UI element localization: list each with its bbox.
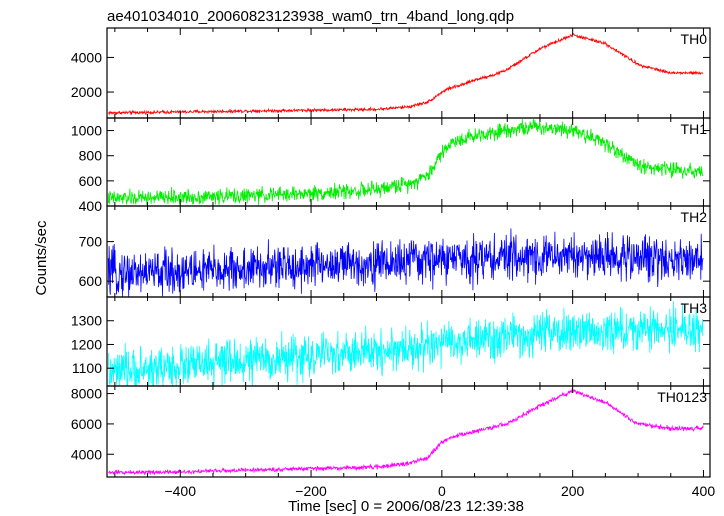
series-line-th0 bbox=[108, 33, 704, 116]
panel-th2: 600 700 TH2 bbox=[79, 205, 711, 298]
y-tick-label: 700 bbox=[79, 234, 103, 250]
series-line-th2 bbox=[107, 228, 704, 297]
series-line-th0123 bbox=[108, 387, 704, 476]
panel-th1: 400 600 800 1000 TH1 bbox=[71, 117, 711, 214]
panel-label: TH0123 bbox=[657, 389, 707, 405]
y-tick-label: 4000 bbox=[71, 446, 102, 462]
panel-th3: 1100 1200 1300 TH3 bbox=[71, 296, 711, 387]
y-tick-label: 1000 bbox=[71, 123, 102, 139]
panel-frame bbox=[106, 296, 711, 387]
x-tick-label: 400 bbox=[692, 483, 716, 499]
y-tick-label: 600 bbox=[79, 173, 103, 189]
panel-label: TH3 bbox=[681, 300, 708, 316]
y-tick-label: 600 bbox=[79, 273, 103, 289]
y-axis-label: Counts/sec bbox=[33, 220, 50, 296]
y-tick-label: 1100 bbox=[72, 360, 102, 376]
y-tick-label: 4000 bbox=[71, 49, 102, 65]
x-tick-label: 0 bbox=[438, 483, 446, 499]
panel-frame bbox=[106, 205, 711, 298]
panel-frame bbox=[106, 117, 711, 207]
panel-label: TH2 bbox=[681, 209, 708, 225]
x-axis-label: Time [sec] 0 = 2006/08/23 12:39:38 bbox=[288, 498, 524, 515]
series-line-th3 bbox=[107, 301, 704, 386]
y-tick-label: 8000 bbox=[71, 386, 102, 402]
panel-frame bbox=[106, 385, 711, 478]
y-tick-label: 800 bbox=[79, 148, 103, 164]
x-tick-label: −400 bbox=[164, 483, 196, 499]
y-tick-label: 6000 bbox=[71, 416, 102, 432]
y-tick-label: 400 bbox=[79, 198, 103, 214]
panel-th0123: 4000 6000 8000 TH0123 bbox=[71, 385, 711, 478]
panel-th0: 2000 4000 TH0 bbox=[71, 27, 711, 119]
x-tick-label: −200 bbox=[295, 483, 327, 499]
figure-title: ae401034010_20060823123938_wam0_trn_4ban… bbox=[107, 8, 514, 25]
panel-label: TH1 bbox=[681, 121, 708, 137]
series-line-th1 bbox=[107, 118, 704, 206]
x-tick-label: 200 bbox=[561, 483, 585, 499]
y-tick-label: 1200 bbox=[71, 336, 102, 352]
panel-frame bbox=[106, 27, 711, 119]
panel-label: TH0 bbox=[681, 31, 708, 47]
y-tick-label: 2000 bbox=[71, 84, 102, 100]
y-tick-label: 1300 bbox=[71, 313, 102, 329]
